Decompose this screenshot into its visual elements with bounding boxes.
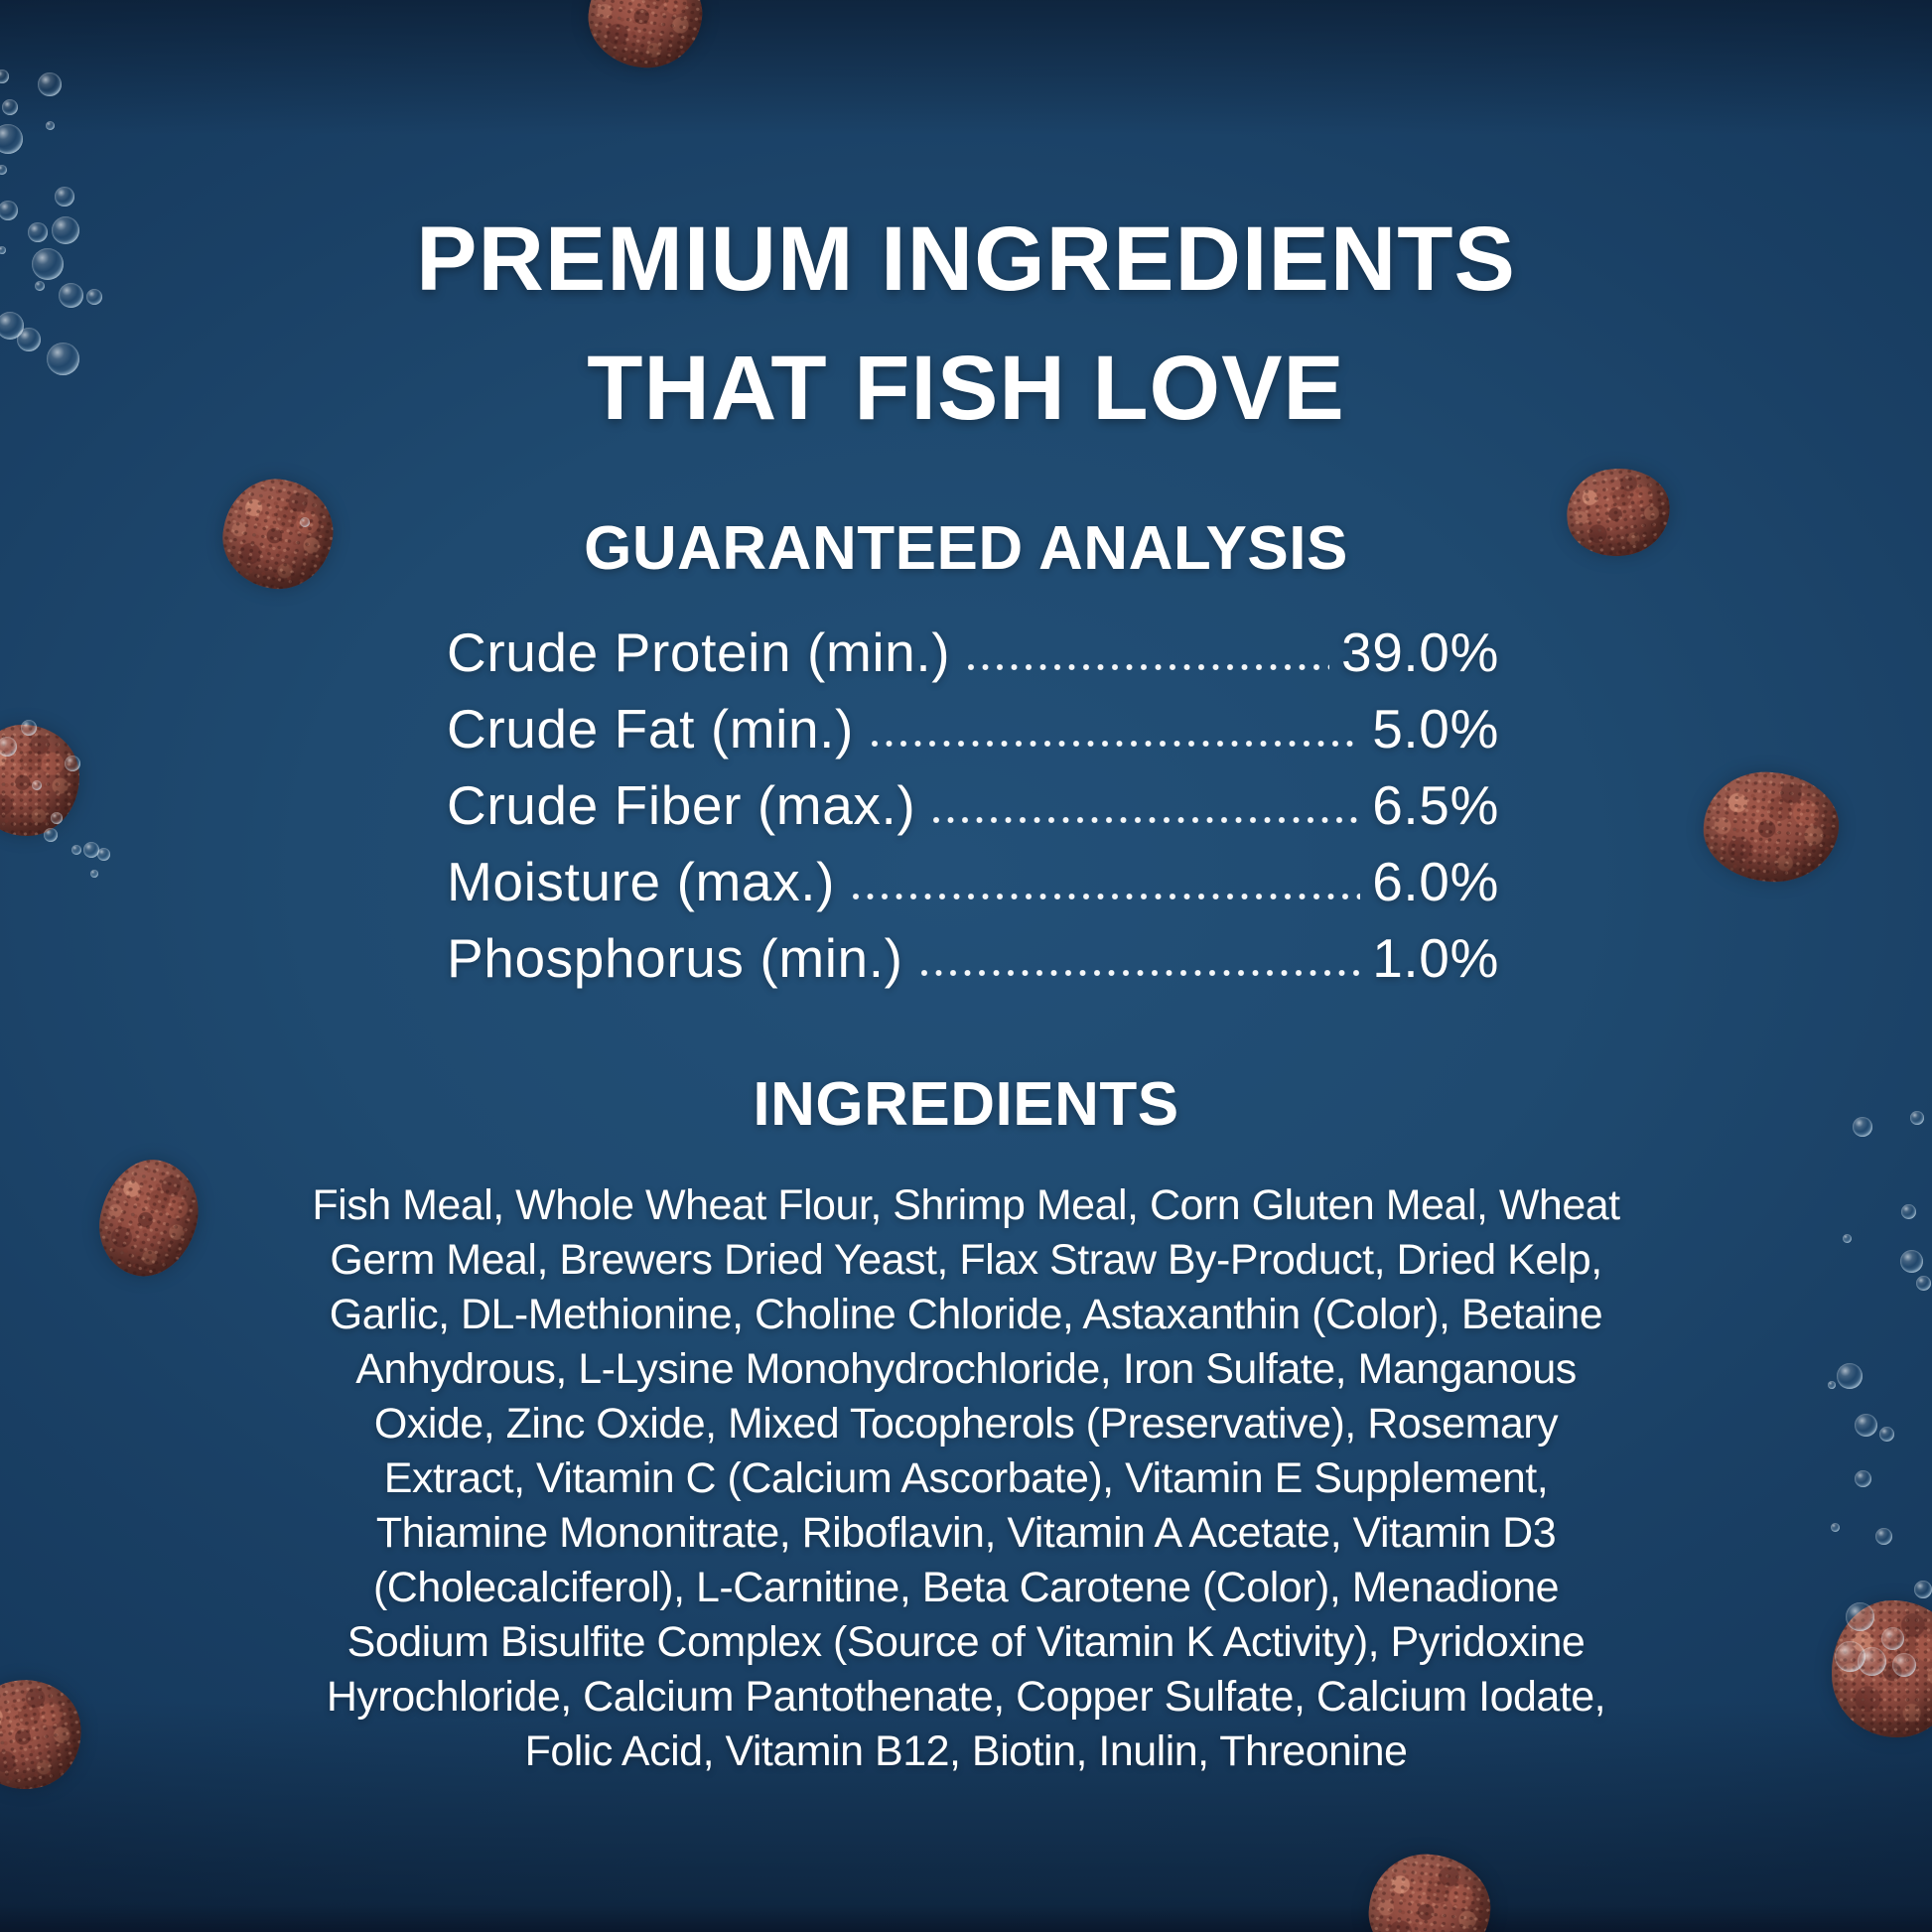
bubble — [1892, 1653, 1916, 1677]
analysis-value: 1.0% — [1372, 926, 1499, 989]
analysis-row: Moisture (max.) 6.0% — [447, 843, 1499, 919]
bubble — [1915, 1275, 1931, 1291]
analysis-label: Moisture (max.) — [447, 850, 835, 912]
analysis-value: 6.5% — [1372, 773, 1499, 836]
analysis-row: Crude Fiber (max.) 6.5% — [447, 766, 1499, 843]
analysis-dot-leader — [867, 690, 1361, 766]
ingredients-line: Germ Meal, Brewers Dried Yeast, Flax Str… — [330, 1236, 1602, 1284]
bubble — [0, 124, 23, 154]
ingredients-line: Garlic, DL-Methionine, Choline Chloride,… — [329, 1291, 1603, 1338]
bubble — [1878, 1426, 1894, 1442]
bubble — [32, 780, 42, 790]
analysis-label: Phosphorus (min.) — [447, 926, 903, 989]
food-pellet — [86, 1149, 211, 1288]
food-pellet — [0, 1672, 89, 1797]
bubble — [86, 289, 102, 305]
bubble — [90, 870, 98, 878]
ingredients-line: Hyrochloride, Calcium Pantothenate, Copp… — [326, 1673, 1606, 1721]
bubble — [28, 222, 48, 242]
bubble — [65, 756, 80, 771]
ingredients-line: Oxide, Zinc Oxide, Mixed Tocopherols (Pr… — [373, 1400, 1559, 1448]
bubble — [35, 281, 45, 291]
analysis-table: Crude Protein (min.) 39.0% Crude Fat (min.… — [447, 614, 1499, 996]
ingredients-line: (Cholecalciferol), L-Carnitine, Beta Car… — [372, 1564, 1560, 1611]
analysis-label: Crude Fat (min.) — [447, 697, 854, 759]
food-pellet — [1700, 767, 1843, 887]
bubble — [0, 201, 18, 220]
analysis-row: Crude Fat (min.) 5.0% — [447, 690, 1499, 766]
bubble — [0, 737, 17, 757]
analysis-row: Phosphorus (min.) 1.0% — [447, 919, 1499, 996]
bubble — [71, 845, 81, 855]
bubble — [1899, 1249, 1923, 1273]
bubble — [1900, 1203, 1916, 1219]
analysis-dot-leader — [929, 766, 1361, 843]
analysis-value: 5.0% — [1372, 697, 1499, 759]
analysis-label: Crude Protein (min.) — [447, 621, 951, 683]
bubble — [1854, 1413, 1877, 1437]
bubble — [1828, 1381, 1836, 1389]
bubble — [55, 187, 74, 207]
analysis-dot-leader — [964, 614, 1330, 690]
bubble — [0, 246, 6, 254]
bubble — [51, 812, 63, 824]
bubble — [44, 828, 58, 842]
bubble — [1880, 1626, 1904, 1650]
guaranteed-analysis-heading: GUARANTEED ANALYSIS — [584, 514, 1348, 583]
bubble — [1874, 1527, 1892, 1545]
ingredients-heading: INGREDIENTS — [753, 1070, 1179, 1139]
analysis-value: 6.0% — [1372, 850, 1499, 912]
ingredients-line: Fish Meal, Whole Wheat Flour, Shrimp Mea… — [312, 1181, 1620, 1229]
ingredients-list: Fish Meal, Whole Wheat Flour, Shrimp Mea… — [221, 1178, 1711, 1779]
bubble — [58, 282, 83, 308]
ingredients-line: Anhydrous, L-Lysine Monohydrochloride, I… — [355, 1345, 1577, 1393]
bubble — [1914, 1581, 1932, 1598]
bubble — [1845, 1601, 1874, 1631]
bubble — [32, 248, 64, 280]
food-pellet — [1363, 1848, 1496, 1932]
bubble — [1842, 1233, 1852, 1243]
bubble — [1854, 1469, 1871, 1487]
bubble — [0, 165, 7, 175]
bubble — [17, 328, 41, 351]
bubble — [300, 517, 310, 527]
analysis-dot-leader — [849, 843, 1361, 919]
bubble — [21, 720, 37, 736]
bubble — [52, 216, 79, 244]
ingredients-line: Thiamine Mononitrate, Riboflavin, Vitami… — [375, 1509, 1557, 1557]
analysis-value: 39.0% — [1341, 621, 1499, 683]
bubble — [38, 72, 62, 96]
bubble — [46, 342, 79, 375]
bubble — [83, 842, 99, 858]
bubble — [1857, 1646, 1886, 1676]
bubble — [2, 99, 18, 115]
analysis-label: Crude Fiber (max.) — [447, 773, 916, 836]
analysis-row: Crude Protein (min.) 39.0% — [447, 614, 1499, 690]
headline-line2: THAT FISH LOVE — [587, 338, 1345, 439]
bubble — [96, 847, 110, 861]
headline-line1: PREMIUM INGREDIENTS — [416, 208, 1516, 310]
ingredients-line: Sodium Bisulfite Complex (Source of Vita… — [346, 1618, 1586, 1666]
bubble — [1853, 1117, 1872, 1137]
bubble — [1830, 1522, 1840, 1532]
analysis-dot-leader — [916, 919, 1361, 996]
bubble — [45, 120, 55, 130]
ingredients-line: Extract, Vitamin C (Calcium Ascorbate), … — [383, 1454, 1549, 1502]
bubble — [1837, 1363, 1863, 1389]
headline: PREMIUM INGREDIENTS THAT FISH LOVE — [0, 195, 1932, 453]
ingredients-line: Folic Acid, Vitamin B12, Biotin, Inulin,… — [524, 1727, 1408, 1775]
bubble — [0, 69, 9, 83]
food-pellet — [582, 0, 709, 75]
bubble — [1910, 1111, 1924, 1125]
